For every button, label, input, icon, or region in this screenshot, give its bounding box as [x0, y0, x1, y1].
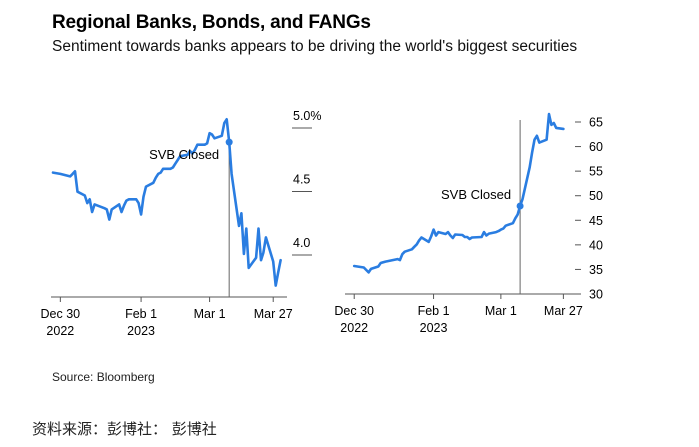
y-tick-label: 40 [589, 238, 603, 252]
x-tick-label: Dec 30 [41, 307, 81, 321]
x-tick-year-label: 2022 [46, 324, 74, 338]
y-tick-label: 50 [589, 189, 603, 203]
chinese-caption: 资料来源：彭博社： 彭博社 [32, 420, 217, 438]
x-tick-label: Dec 30 [334, 304, 374, 318]
source-note: Source: Bloomberg [52, 370, 155, 384]
x-tick-label: Mar 27 [254, 307, 293, 321]
y-tick-label: 4.5 [293, 173, 310, 187]
svb-closed-point [516, 202, 524, 210]
y-tick-label: 30 [589, 288, 603, 302]
series-line [352, 112, 565, 274]
x-tick-label: Feb 1 [125, 307, 157, 321]
series-line [51, 118, 282, 287]
y-tick-label: 60 [589, 140, 603, 154]
chart-title: Regional Banks, Bonds, and FANGs [52, 12, 371, 33]
x-tick-label: Mar 1 [194, 307, 226, 321]
chart-1: Dec 30 2022 Feb 1 2023 Mar 1 Mar 27 4.0 4.5 5.0%… [41, 109, 322, 338]
y-tick-label: 5.0% [293, 109, 322, 123]
y-tick-label: 65 [589, 116, 603, 130]
y-tick-label: 55 [589, 165, 603, 179]
x-tick-year-label: 2023 [127, 324, 155, 338]
x-tick-label: Feb 1 [418, 304, 450, 318]
chart-subtitle: Sentiment towards banks appears to be dr… [52, 38, 578, 55]
x-tick-label: Mar 27 [544, 304, 583, 318]
y-tick-label: 45 [589, 214, 603, 228]
svb-closed-label: SVB Closed [441, 187, 511, 202]
svb-closed-point [225, 138, 233, 146]
x-tick-label: Mar 1 [485, 304, 517, 318]
chart-2: Dec 30 2022 Feb 1 2023 Mar 1 Mar 27 30 35 40 45 50… [334, 112, 603, 335]
x-tick-year-label: 2023 [420, 321, 448, 335]
y-tick-label: 35 [589, 263, 603, 277]
x-tick-year-label: 2022 [340, 321, 368, 335]
svb-closed-label: SVB Closed [149, 147, 219, 162]
y-tick-label: 4.0 [293, 236, 310, 250]
